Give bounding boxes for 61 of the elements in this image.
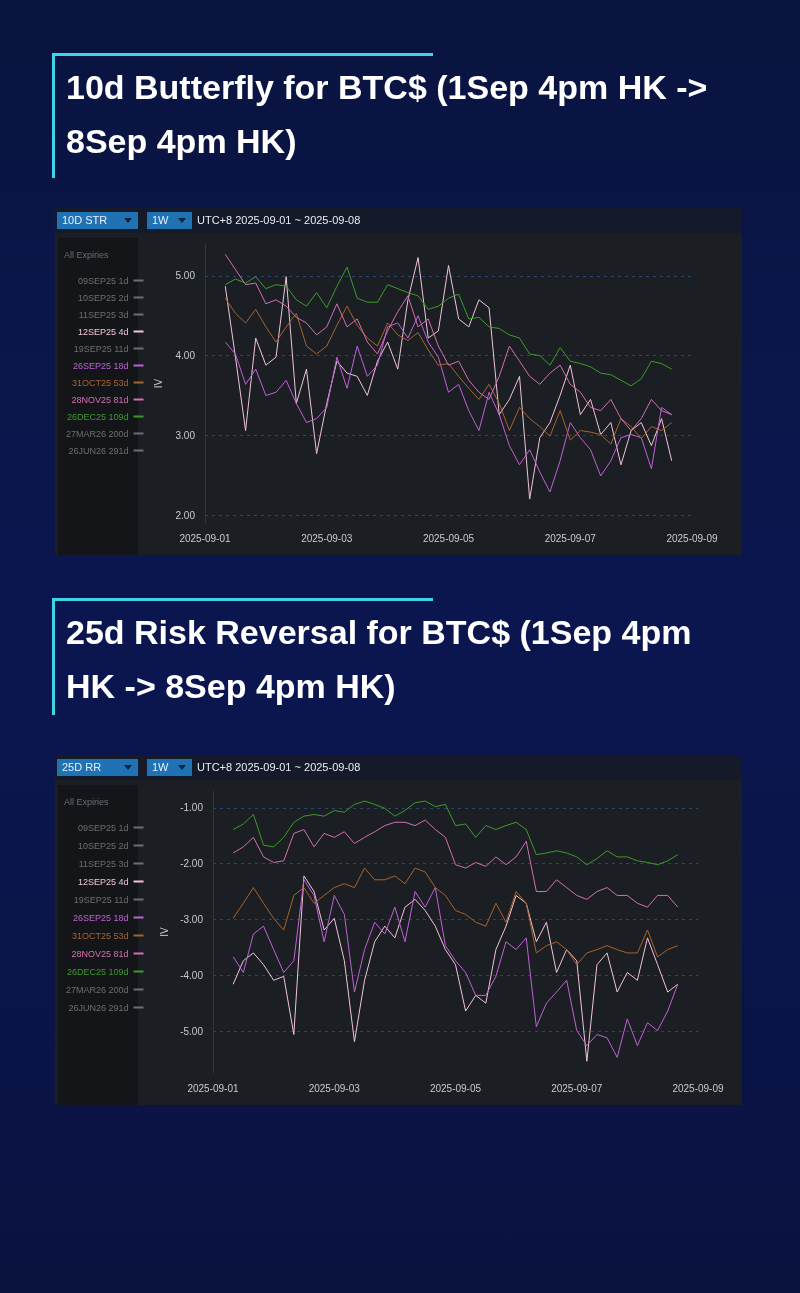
legend-label: 27MAR26 200d [66,984,129,995]
legend-label: 26JUN26 291d [68,445,129,456]
text: 25D RR [62,761,102,773]
y-tick-label: -5.00 [180,1025,204,1037]
legend-label: 11SEP25 3d [78,858,129,869]
x-tick-label: 2025-09-09 [672,1082,725,1094]
x-tick-label: 2025-09-03 [308,1082,361,1094]
text: 10D STR [62,214,108,226]
legend-label: 26DEC25 109d [67,966,129,977]
legend-label: 26SEP25 18d [73,912,129,923]
legend-label: 09SEP25 1d [78,275,129,286]
chart-title: 25d Risk Reversal for BTC$ (1Sep 4pm HK -> 8Sep 4pm HK) [66,612,693,707]
y-tick-label: 5.00 [175,270,196,282]
legend-label: 27MAR26 200d [66,428,129,439]
legend-label: 10SEP25 2d [78,292,129,303]
x-tick-label: 2025-09-05 [429,1082,482,1094]
legend-label: 31OCT25 53d [72,930,129,941]
text: UTC+8 2025-09-01 ~ 2025-09-08 [197,213,361,228]
legend-label: 26DEC25 109d [67,411,129,422]
line-series [224,315,673,493]
legend-title: All Expiries [64,797,109,807]
legend-label: 11SEP25 3d [78,309,129,320]
text: 1W [152,761,169,773]
x-tick-label: 2025-09-01 [179,532,232,544]
legend-title: All Expiries [64,250,109,260]
x-tick-label: 2025-09-03 [301,532,353,544]
text: UTC+8 2025-09-01 ~ 2025-09-08 [197,760,361,775]
x-tick-label: 2025-09-09 [666,532,719,544]
x-tick-label: 2025-09-05 [422,532,475,544]
y-tick-label: -1.00 [180,802,204,814]
y-tick-label: -2.00 [180,858,204,870]
legend-label: 12SEP25 4d [78,326,129,337]
y-tick-label: -3.00 [180,913,204,925]
x-tick-label: 2025-09-07 [544,532,597,544]
line-series [224,266,673,387]
y-axis-title: IV [158,926,170,937]
legend-label: 28NOV25 81d [71,948,129,959]
line-series [232,867,679,966]
y-tick-label: 4.00 [175,350,196,362]
x-tick-label: 2025-09-07 [551,1082,603,1094]
legend-label: 09SEP25 1d [78,822,129,833]
legend-label: 28NOV25 81d [71,394,129,405]
line-series [232,800,679,866]
x-tick-label: 2025-09-01 [187,1082,240,1094]
legend-label: 10SEP25 2d [78,840,129,851]
y-tick-label: 2.00 [175,509,196,521]
legend-label: 26SEP25 18d [73,360,129,371]
legend-label: 26JUN26 291d [68,1002,129,1013]
y-tick-label: 3.00 [175,429,196,441]
line-series [224,297,673,445]
legend-label: 19SEP25 11d [73,894,129,905]
y-tick-label: -4.00 [180,969,204,981]
legend-label: 19SEP25 11d [73,343,129,354]
chart-title: 10d Butterfly for BTC$ (1Sep 4pm HK -> 8Sep 4pm HK) [66,67,709,162]
line-series [232,819,679,908]
text: 1W [152,214,169,226]
line-series [224,253,673,432]
y-axis-title: IV [152,378,164,389]
legend-label: 12SEP25 4d [78,876,129,887]
legend-label: 31OCT25 53d [72,377,129,388]
line-series [224,257,673,500]
